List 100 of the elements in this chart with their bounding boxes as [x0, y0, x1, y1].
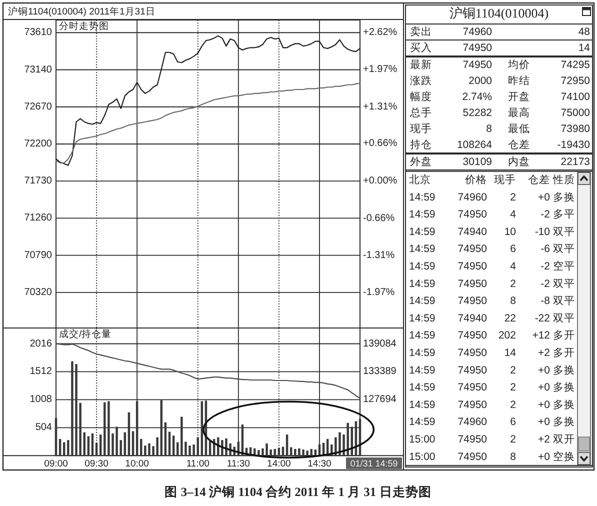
text: 14:59 [409, 278, 436, 290]
y-tick-label: 71730 [24, 176, 52, 187]
text: 多换 [553, 382, 575, 394]
text: 74960 [458, 416, 488, 428]
text: 73980 [560, 123, 590, 135]
text: -2 [540, 260, 550, 272]
bar [338, 432, 341, 456]
text: 2000 [468, 75, 492, 87]
bar [266, 443, 268, 456]
text: 多换 [553, 191, 575, 204]
text: 2.74% [462, 91, 492, 103]
text: 现手 [494, 173, 516, 186]
text: 14:59 [409, 191, 436, 204]
text: 2 [510, 398, 516, 411]
text: +0 [538, 382, 550, 394]
text: 多换 [553, 416, 575, 428]
text: -22 [534, 312, 550, 324]
bar [136, 401, 138, 456]
chart-subtitle: 分时走势图 [59, 20, 109, 32]
bar [302, 449, 304, 456]
bar [144, 446, 146, 456]
text: 14:59 [409, 382, 436, 394]
text: 6 [510, 416, 516, 428]
text: 14:59 [409, 364, 436, 376]
text: 74950 [458, 295, 488, 308]
text: 30109 [462, 156, 492, 168]
bar [298, 448, 300, 456]
text: 双开 [553, 434, 575, 446]
bar [108, 401, 110, 456]
chart-title: 成交/持仓量 [59, 328, 112, 340]
text: 8 [486, 123, 492, 135]
text: 14 [504, 347, 516, 359]
x-tick-label: 14:00 [267, 458, 291, 470]
text: 74950 [458, 260, 488, 272]
bar [104, 402, 106, 456]
text: 多开 [553, 330, 575, 342]
bar [75, 364, 78, 456]
y-tick-label: 70790 [24, 250, 52, 261]
y2-tick-label: -0.66% [363, 213, 395, 224]
bar [71, 361, 74, 456]
text: 多换 [553, 398, 575, 411]
text: -19430 [557, 139, 590, 151]
text: 74950 [458, 398, 488, 411]
text: 74950 [458, 450, 488, 463]
y-tick-label: 71260 [24, 212, 52, 224]
text: -6 [540, 243, 550, 256]
text: 108264 [456, 139, 492, 151]
text: 74295 [560, 59, 590, 71]
text: 价格 [464, 174, 487, 186]
line-series [55, 343, 361, 399]
text: 74950 [458, 347, 488, 359]
y2-tick-label: 139084 [363, 338, 397, 350]
text: 15:00 [409, 434, 436, 446]
y2-tick-label: -1.97% [363, 287, 395, 298]
text: 双平 [553, 226, 575, 238]
text: 均价 [507, 59, 530, 71]
text: 双平 [553, 312, 575, 324]
text: 多平 [553, 208, 575, 221]
text: 总手 [409, 106, 432, 119]
text: -2 [540, 278, 550, 290]
text: 4 [510, 208, 516, 221]
text: 15:00 [409, 450, 436, 463]
text: 2 [510, 278, 516, 290]
text: 开盘 [508, 91, 530, 103]
text: 现手 [410, 122, 432, 135]
text: 性质 [552, 173, 575, 186]
text: 空换 [553, 450, 575, 463]
text: 仓差 [528, 174, 550, 186]
text: 空平 [553, 260, 575, 272]
text: +0 [538, 450, 550, 463]
text: 幅度 [410, 90, 432, 103]
y-tick-label: 73610 [24, 27, 52, 38]
bar [156, 437, 158, 456]
text: 多换 [553, 364, 575, 376]
text: 74960 [458, 191, 488, 204]
text: 74950 [458, 364, 488, 376]
text: 14:59 [409, 416, 436, 428]
bar [87, 436, 90, 456]
bar [346, 422, 349, 456]
text: 北京 [409, 173, 431, 186]
y-tick-label: 1512 [30, 366, 52, 378]
text: 14:59 [409, 208, 436, 221]
text: 8 [510, 295, 516, 308]
text: 2 [510, 364, 516, 376]
text: 持仓 [410, 139, 432, 151]
text: 74950 [458, 382, 488, 394]
text: 卖出 [410, 25, 432, 38]
y2-tick-label: 127694 [363, 394, 397, 406]
text: 2 [510, 191, 516, 204]
text: +2 [538, 347, 550, 359]
bar [160, 400, 162, 456]
x-tick-label: 11:00 [186, 458, 210, 470]
text: 10 [504, 226, 516, 238]
y2-tick-label: +0.66% [363, 138, 398, 150]
chart-title: 沪铜1104(010004) 2011年1月31日 [8, 6, 156, 18]
y-tick-label: 2016 [30, 338, 52, 350]
bar [116, 426, 118, 456]
bar [282, 446, 284, 456]
text: +0 [538, 398, 550, 411]
text: 2 [510, 434, 516, 446]
